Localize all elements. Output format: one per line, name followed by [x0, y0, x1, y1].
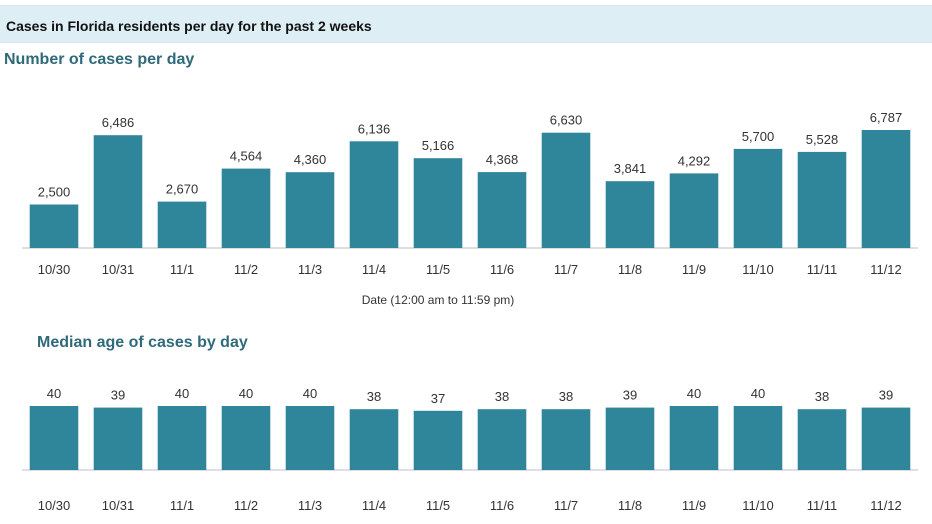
cases-value-label: 4,360: [294, 152, 327, 167]
cases-bar: [861, 130, 911, 248]
median-age-value-label: 40: [751, 386, 765, 401]
page-title: Cases in Florida residents per day for t…: [6, 18, 372, 34]
median-age-bar: [157, 406, 207, 470]
cases-bar: [349, 141, 399, 248]
median-age-bar: [29, 406, 79, 470]
cases-bar: [93, 135, 143, 248]
cases-bar: [733, 148, 783, 248]
median-age-bar: [221, 406, 271, 470]
cases-x-tick-label: 11/8: [618, 262, 642, 277]
median-age-value-label: 37: [431, 391, 445, 406]
median-age-x-tick-label: 11/7: [554, 498, 578, 513]
cases-chart: 2,500 10/30 6,486 10/31 2,670 11/1 4,564 11/2 4,…: [22, 110, 918, 277]
cases-x-tick-label: 11/3: [298, 262, 322, 277]
cases-bar: [413, 158, 463, 248]
median-age-value-label: 38: [495, 389, 509, 404]
median-age-x-tick-label: 11/12: [870, 498, 902, 513]
cases-x-tick-label: 11/12: [870, 262, 902, 277]
median-age-bar: [733, 406, 783, 470]
cases-value-label: 4,564: [230, 149, 263, 164]
median-age-value-label: 38: [559, 389, 573, 404]
cases-bar: [29, 204, 79, 248]
median-age-bar: [669, 406, 719, 470]
median-age-bar: [349, 409, 399, 470]
cases-chart-title: Number of cases per day: [4, 51, 195, 68]
median-age-value-label: 39: [111, 388, 125, 403]
cases-bar: [605, 181, 655, 248]
median-age-x-tick-label: 11/9: [682, 498, 706, 513]
cases-x-tick-label: 11/2: [234, 262, 258, 277]
median-age-value-label: 39: [879, 388, 893, 403]
median-age-x-tick-label: 11/5: [426, 498, 450, 513]
cases-bar: [669, 173, 719, 248]
cases-x-tick-label: 10/31: [102, 262, 135, 277]
cases-x-tick-label: 11/10: [742, 262, 774, 277]
cases-x-tick-label: 11/7: [554, 262, 578, 277]
cases-x-tick-label: 11/1: [170, 262, 194, 277]
cases-x-tick-label: 11/9: [682, 262, 706, 277]
median-age-x-tick-label: 11/3: [298, 498, 322, 513]
median-age-bar: [541, 409, 591, 470]
cases-bar: [221, 168, 271, 248]
cases-value-label: 5,166: [422, 138, 455, 153]
median-age-chart: 40 10/30 39 10/31 40 11/1 40 11/2 40 11/3 38 11/4 37…: [22, 386, 918, 513]
median-age-chart-title: Median age of cases by day: [37, 334, 248, 351]
cases-value-label: 4,368: [486, 152, 519, 167]
cases-bar: [157, 201, 207, 248]
median-age-x-tick-label: 11/4: [362, 498, 386, 513]
median-age-bar: [285, 406, 335, 470]
median-age-value-label: 40: [47, 386, 61, 401]
cases-x-axis-title: Date (12:00 am to 11:59 pm): [362, 293, 515, 307]
median-age-bar: [861, 407, 911, 470]
cases-value-label: 4,292: [678, 153, 711, 168]
median-age-bar: [797, 409, 847, 470]
median-age-value-label: 39: [623, 388, 637, 403]
median-age-bar: [413, 410, 463, 470]
cases-value-label: 2,670: [166, 182, 199, 197]
cases-value-label: 6,630: [550, 113, 583, 128]
median-age-x-tick-label: 11/8: [618, 498, 642, 513]
median-age-x-tick-label: 11/2: [234, 498, 258, 513]
cases-value-label: 5,700: [742, 129, 775, 144]
median-age-value-label: 38: [367, 389, 381, 404]
cases-value-label: 5,528: [806, 132, 839, 147]
cases-bar: [477, 172, 527, 248]
cases-bar: [541, 132, 591, 248]
median-age-x-tick-label: 10/30: [38, 498, 71, 513]
median-age-value-label: 40: [239, 386, 253, 401]
median-age-bar: [93, 407, 143, 470]
cases-x-tick-label: 11/5: [426, 262, 450, 277]
cases-bar: [797, 151, 847, 248]
cases-value-label: 2,500: [38, 185, 71, 200]
cases-value-label: 6,136: [358, 121, 391, 136]
median-age-x-tick-label: 11/11: [807, 498, 838, 513]
median-age-value-label: 40: [303, 386, 317, 401]
median-age-x-tick-label: 11/6: [490, 498, 514, 513]
median-age-x-tick-label: 10/31: [102, 498, 135, 513]
median-age-value-label: 40: [175, 386, 189, 401]
cases-x-tick-label: 11/6: [490, 262, 514, 277]
cases-x-tick-label: 10/30: [38, 262, 71, 277]
median-age-x-tick-label: 11/10: [742, 498, 774, 513]
title-band: Cases in Florida residents per day for t…: [0, 5, 932, 43]
median-age-value-label: 40: [687, 386, 701, 401]
median-age-value-label: 38: [815, 389, 829, 404]
cases-x-tick-label: 11/11: [807, 262, 838, 277]
cases-value-label: 6,486: [102, 115, 135, 130]
cases-value-label: 6,787: [870, 110, 903, 125]
median-age-x-tick-label: 11/1: [170, 498, 194, 513]
cases-value-label: 3,841: [614, 161, 647, 176]
median-age-bar: [477, 409, 527, 470]
cases-x-tick-label: 11/4: [362, 262, 386, 277]
cases-bar: [285, 172, 335, 248]
median-age-bar: [605, 407, 655, 470]
